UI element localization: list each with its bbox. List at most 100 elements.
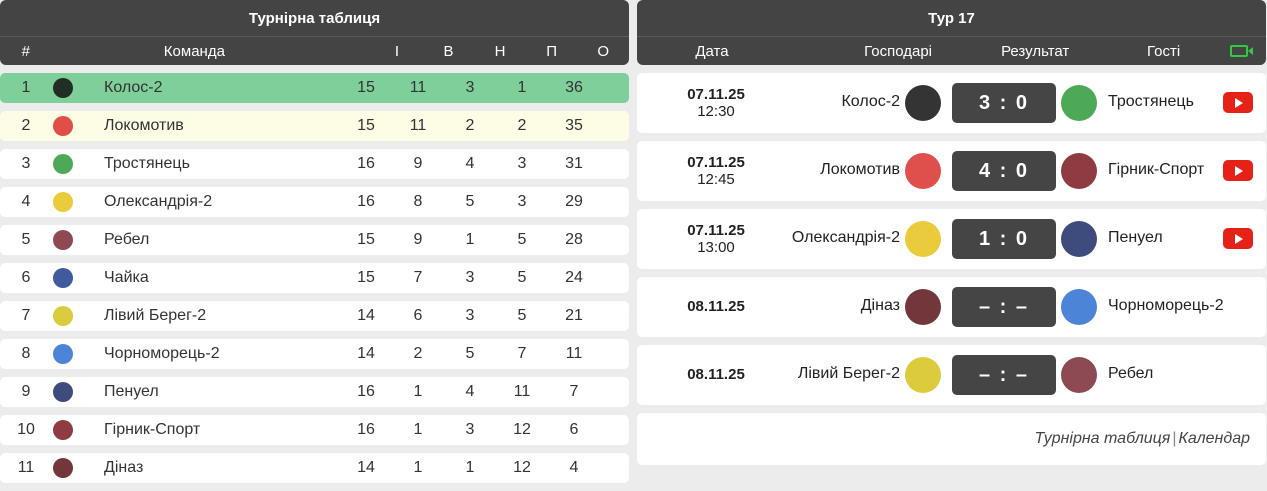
- row-lost: 5: [517, 269, 527, 286]
- row-pos: 6: [21, 269, 31, 286]
- row-points: 7: [569, 383, 579, 400]
- table-row[interactable]: 4 Олександрія-2 16 8 5 3 29: [0, 187, 629, 217]
- team-crest-icon: [53, 382, 73, 402]
- round-footer: Турнірна таблиця | Календар: [637, 413, 1266, 465]
- match-row[interactable]: 07.11.25 12:45 Локомотив 4 : 0 Гірник-Спорт: [637, 141, 1266, 201]
- table-row[interactable]: 7 Лівий Берег-2 14 6 3 5 21: [0, 301, 629, 331]
- away-crest-icon: [1061, 289, 1097, 325]
- calendar-link[interactable]: Календар: [1178, 430, 1250, 447]
- col-played-header: І: [394, 42, 400, 60]
- row-points: 31: [565, 155, 583, 172]
- row-points: 4: [569, 459, 579, 476]
- row-pos: 9: [21, 383, 31, 400]
- row-draw: 1: [465, 459, 475, 476]
- away-team[interactable]: Пенуел: [1108, 229, 1163, 246]
- team-crest-icon: [53, 344, 73, 364]
- row-points: 11: [565, 345, 583, 362]
- match-datetime: 08.11.25: [637, 298, 795, 315]
- row-team[interactable]: Діназ: [104, 459, 144, 476]
- table-row[interactable]: 5 Ребел 15 9 1 5 28: [0, 225, 629, 255]
- row-team[interactable]: Гірник-Спорт: [104, 421, 201, 438]
- table-row[interactable]: 10 Гірник-Спорт 16 1 3 12 6: [0, 415, 629, 445]
- round-header: Дата Господарі Результат Гості: [637, 36, 1266, 65]
- away-crest-icon: [1061, 221, 1097, 257]
- row-lost: 3: [517, 155, 527, 172]
- row-team[interactable]: Пенуел: [104, 383, 159, 400]
- row-team[interactable]: Чорноморець-2: [104, 345, 220, 362]
- match-datetime: 08.11.25: [637, 366, 795, 383]
- home-team[interactable]: Олександрія-2: [791, 229, 900, 246]
- away-team[interactable]: Ребел: [1108, 365, 1154, 382]
- home-team[interactable]: Локомотив: [820, 161, 900, 178]
- row-lost: 5: [517, 307, 527, 324]
- row-pos: 1: [21, 79, 31, 96]
- team-crest-icon: [53, 154, 73, 174]
- row-draw: 4: [465, 383, 475, 400]
- home-team[interactable]: Діназ: [860, 297, 900, 314]
- home-team[interactable]: Колос-2: [841, 93, 900, 110]
- row-team[interactable]: Ребел: [104, 231, 150, 248]
- team-logo: [52, 268, 74, 288]
- match-score[interactable]: 3 : 0: [952, 83, 1056, 123]
- row-played: 14: [357, 345, 375, 362]
- away-team[interactable]: Тростянець: [1108, 93, 1194, 110]
- row-team[interactable]: Тростянець: [104, 155, 190, 172]
- youtube-icon[interactable]: [1223, 160, 1253, 181]
- match-row[interactable]: 07.11.25 12:30 Колос-2 3 : 0 Тростянець: [637, 73, 1266, 133]
- row-team[interactable]: Лівий Берег-2: [104, 307, 207, 324]
- match-score[interactable]: 1 : 0: [952, 219, 1056, 259]
- table-row[interactable]: 1 Колос-2 15 11 3 1 36: [0, 73, 629, 103]
- away-team[interactable]: Чорноморець-2: [1108, 297, 1224, 314]
- row-team[interactable]: Чайка: [104, 269, 149, 286]
- row-points: 6: [569, 421, 579, 438]
- team-crest-icon: [53, 268, 73, 288]
- table-row[interactable]: 11 Діназ 14 1 1 12 4: [0, 453, 629, 483]
- row-team[interactable]: Колос-2: [104, 79, 163, 96]
- youtube-icon[interactable]: [1223, 228, 1253, 249]
- home-crest-icon: [905, 357, 941, 393]
- team-logo: [52, 154, 74, 174]
- match-score[interactable]: – : –: [952, 355, 1056, 395]
- row-played: 15: [357, 231, 375, 248]
- row-draw: 5: [465, 193, 475, 210]
- row-team[interactable]: Локомотив: [104, 117, 184, 134]
- home-crest-icon: [905, 289, 941, 325]
- col-draw-header: Н: [494, 42, 506, 60]
- row-won: 1: [413, 421, 423, 438]
- col-points-header: О: [597, 42, 610, 60]
- match-row[interactable]: 08.11.25 Лівий Берег-2 – : – Ребел: [637, 345, 1266, 405]
- match-score[interactable]: – : –: [952, 287, 1056, 327]
- video-camera-icon: [1230, 45, 1253, 57]
- youtube-icon[interactable]: [1223, 92, 1253, 113]
- match-datetime: 07.11.25 12:45: [637, 154, 795, 188]
- row-played: 16: [357, 155, 375, 172]
- team-crest-icon: [53, 192, 73, 212]
- row-pos: 7: [21, 307, 31, 324]
- match-row[interactable]: 07.11.25 13:00 Олександрія-2 1 : 0 Пенуел: [637, 209, 1266, 269]
- table-row[interactable]: 2 Локомотив 15 11 2 2 35: [0, 111, 629, 141]
- row-lost: 12: [513, 459, 531, 476]
- home-team[interactable]: Лівий Берег-2: [797, 365, 900, 382]
- row-pos: 3: [21, 155, 31, 172]
- row-draw: 2: [465, 117, 475, 134]
- row-team[interactable]: Олександрія-2: [104, 193, 213, 210]
- table-link[interactable]: Турнірна таблиця: [1034, 430, 1171, 447]
- team-logo: [52, 192, 74, 212]
- row-won: 7: [413, 269, 423, 286]
- team-logo: [52, 420, 74, 440]
- away-team[interactable]: Гірник-Спорт: [1108, 161, 1205, 178]
- row-pos: 2: [21, 117, 31, 134]
- match-date: 07.11.25: [687, 154, 745, 171]
- standings-rows: 1 Колос-2 15 11 3 1 36 2 Локомотив 15 11 2 2 35 3 Трост…: [0, 73, 629, 483]
- match-row[interactable]: 08.11.25 Діназ – : – Чорноморець-2: [637, 277, 1266, 337]
- row-played: 15: [357, 117, 375, 134]
- row-won: 1: [413, 383, 423, 400]
- table-row[interactable]: 3 Тростянець 16 9 4 3 31: [0, 149, 629, 179]
- row-played: 16: [357, 193, 375, 210]
- team-logo: [52, 458, 74, 478]
- col-team-header: Команда: [163, 42, 225, 60]
- table-row[interactable]: 6 Чайка 15 7 3 5 24: [0, 263, 629, 293]
- table-row[interactable]: 9 Пенуел 16 1 4 11 7: [0, 377, 629, 407]
- match-score[interactable]: 4 : 0: [952, 151, 1056, 191]
- table-row[interactable]: 8 Чорноморець-2 14 2 5 7 11: [0, 339, 629, 369]
